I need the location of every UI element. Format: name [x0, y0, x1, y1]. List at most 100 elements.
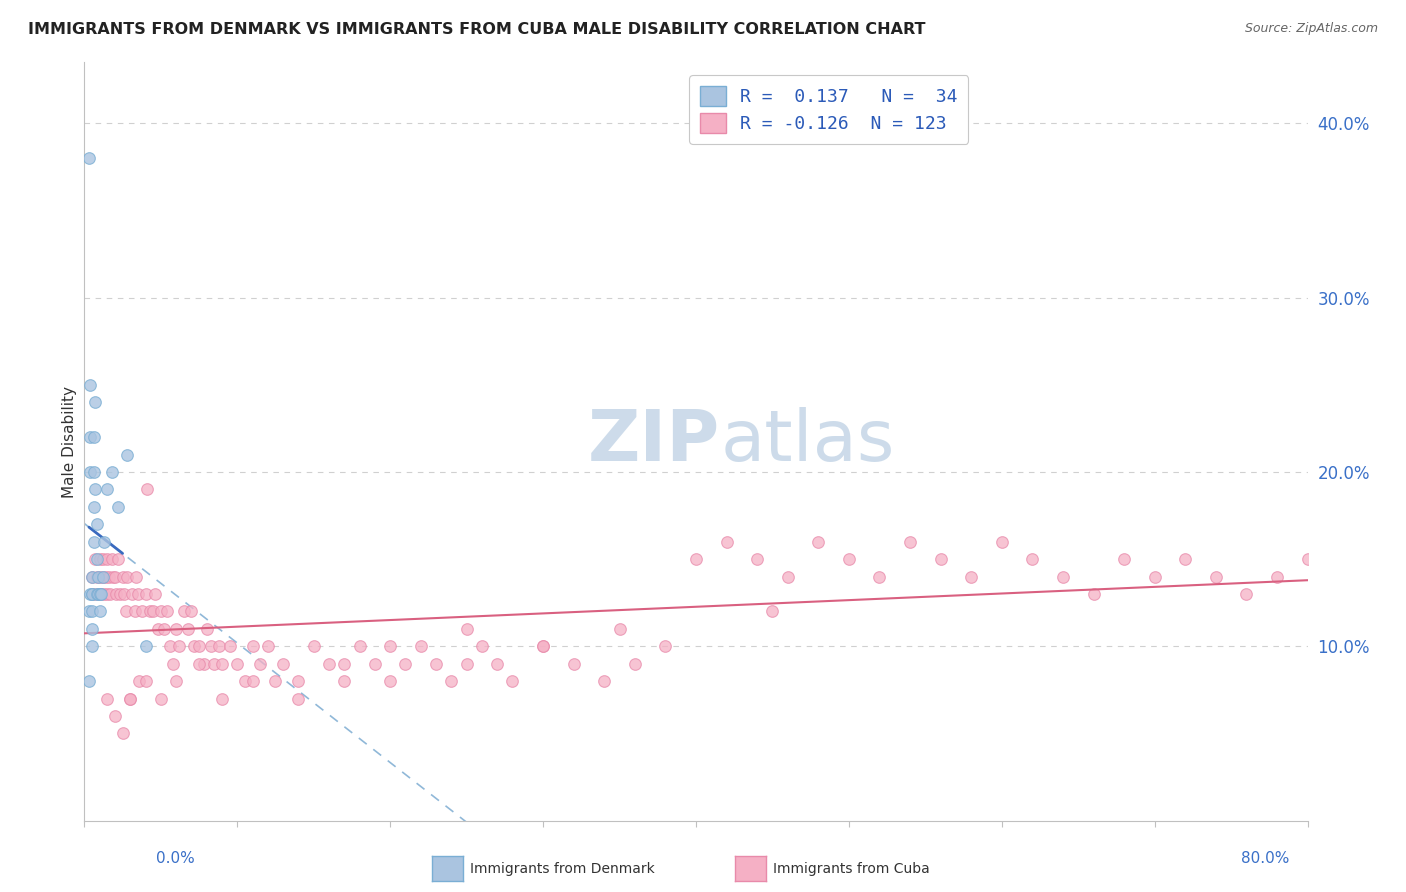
Point [79, 587, 101, 601]
Point [149, 605, 172, 619]
Point [115, 569, 138, 583]
Point [1296, 552, 1319, 566]
Point [869, 569, 891, 583]
Point [1205, 569, 1227, 583]
Point [146, 622, 169, 636]
Point [142, 605, 165, 619]
Point [1021, 552, 1043, 566]
Point [86, 587, 108, 601]
Point [89, 552, 111, 566]
Point [159, 640, 181, 654]
Point [193, 657, 215, 671]
Point [200, 640, 222, 654]
Point [562, 657, 585, 671]
Point [761, 605, 783, 619]
Point [531, 640, 554, 654]
Point [84, 483, 107, 497]
Point [1174, 552, 1197, 566]
Point [156, 605, 179, 619]
Point [177, 622, 200, 636]
Point [91, 569, 114, 583]
Point [96, 587, 118, 601]
Point [87, 569, 110, 583]
Point [120, 691, 142, 706]
Point [104, 569, 127, 583]
Point [87, 587, 110, 601]
Point [80, 569, 103, 583]
Point [188, 657, 211, 671]
Point [165, 674, 187, 689]
Point [609, 622, 631, 636]
Point [531, 640, 554, 654]
Point [991, 534, 1014, 549]
Point [242, 674, 264, 689]
Point [80, 640, 103, 654]
Point [112, 587, 135, 601]
Point [111, 726, 134, 740]
Point [593, 674, 616, 689]
Point [90, 587, 112, 601]
Point [685, 552, 707, 566]
Point [807, 534, 830, 549]
Point [80, 622, 103, 636]
Text: atlas: atlas [720, 407, 894, 476]
Point [83, 534, 105, 549]
Point [249, 657, 271, 671]
Point [143, 587, 166, 601]
Point [80, 587, 103, 601]
Point [624, 657, 647, 671]
Y-axis label: Male Disability: Male Disability [62, 385, 77, 498]
Point [86, 552, 108, 566]
Point [101, 465, 124, 479]
Point [77, 605, 100, 619]
Point [114, 605, 136, 619]
Text: IMMIGRANTS FROM DENMARK VS IMMIGRANTS FROM CUBA MALE DISABILITY CORRELATION CHAR: IMMIGRANTS FROM DENMARK VS IMMIGRANTS FR… [28, 22, 925, 37]
Point [79, 377, 101, 392]
Point [80, 587, 103, 601]
Point [502, 674, 524, 689]
Text: Source: ZipAtlas.com: Source: ZipAtlas.com [1244, 22, 1378, 36]
Point [139, 605, 162, 619]
Point [153, 622, 176, 636]
Text: Immigrants from Cuba: Immigrants from Cuba [773, 862, 929, 876]
Point [264, 674, 287, 689]
Point [167, 640, 190, 654]
Point [1052, 569, 1074, 583]
Point [86, 517, 108, 532]
Point [135, 674, 157, 689]
Point [79, 465, 101, 479]
Text: Immigrants from Denmark: Immigrants from Denmark [470, 862, 655, 876]
Point [716, 534, 738, 549]
Point [89, 569, 111, 583]
Point [107, 500, 129, 514]
Point [960, 569, 983, 583]
Text: 0.0%: 0.0% [156, 851, 195, 865]
Point [180, 605, 202, 619]
Point [97, 569, 120, 583]
Point [440, 674, 463, 689]
Point [211, 657, 233, 671]
Point [165, 622, 187, 636]
Point [211, 691, 233, 706]
Point [349, 640, 371, 654]
Point [93, 534, 115, 549]
Point [107, 552, 129, 566]
Point [80, 569, 103, 583]
Point [1114, 552, 1136, 566]
Point [120, 691, 142, 706]
Point [747, 552, 769, 566]
Point [226, 657, 249, 671]
Point [128, 674, 150, 689]
Text: ZIP: ZIP [588, 407, 720, 476]
Point [183, 640, 205, 654]
Point [91, 569, 114, 583]
Point [83, 500, 105, 514]
Point [1143, 569, 1166, 583]
Point [202, 657, 225, 671]
Point [83, 465, 105, 479]
Point [86, 569, 108, 583]
Point [84, 395, 107, 409]
Point [162, 657, 184, 671]
Point [103, 569, 125, 583]
Point [89, 605, 111, 619]
